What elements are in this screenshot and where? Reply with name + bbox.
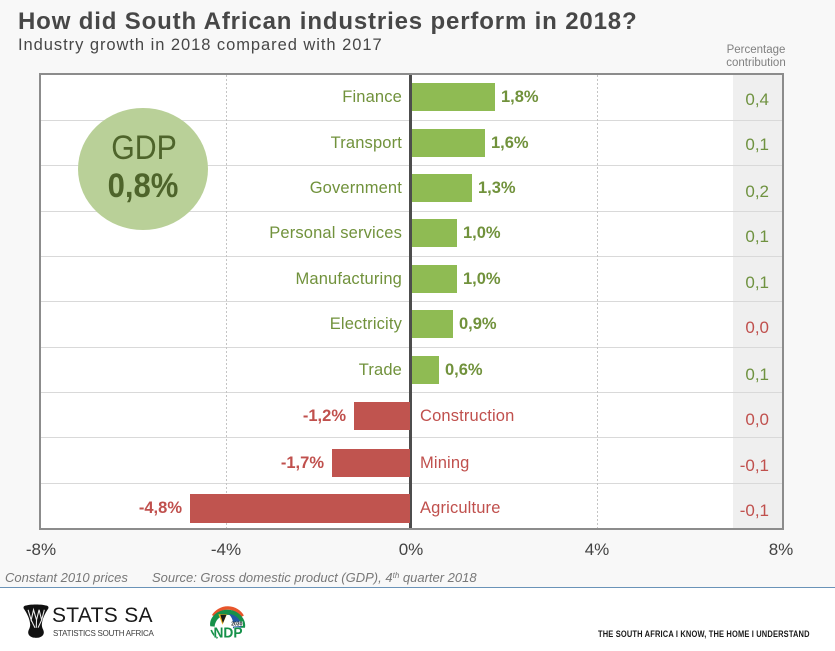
svg-text:2030: 2030 <box>231 622 242 628</box>
svg-text:NDP: NDP <box>214 625 243 642</box>
